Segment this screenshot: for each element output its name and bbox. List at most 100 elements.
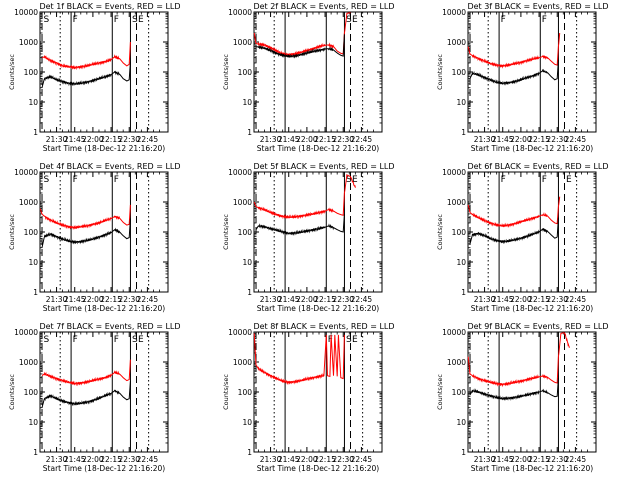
y-tick-label: 100 — [24, 68, 39, 77]
x-axis-label: Start Time (18-Dec-12 21:16:20) — [43, 144, 165, 153]
x-tick-label: 22:30 — [118, 455, 140, 464]
y-axis-label: Counts/sec — [222, 54, 230, 90]
time-marker-label: F — [114, 15, 119, 25]
y-tick-label: 100 — [238, 68, 253, 77]
events-series-line — [41, 61, 131, 88]
time-marker-label: E — [138, 15, 144, 25]
y-tick-label: 100 — [452, 228, 467, 237]
lld-series-line — [467, 32, 561, 69]
detector-panel: Det 7f BLACK = Events, RED = LLD 1 10 100 10… — [8, 322, 181, 473]
x-tick-label: 22:00 — [82, 135, 104, 144]
y-tick-label: 10000 — [442, 328, 466, 337]
time-marker-label: S — [44, 335, 50, 345]
x-tick-label: 22:00 — [296, 455, 318, 464]
y-tick-label: 1 — [461, 128, 466, 137]
x-tick-label: 22:45 — [137, 135, 159, 144]
x-tick-label: 22:45 — [565, 295, 587, 304]
lld-series-line — [39, 204, 131, 231]
y-tick-label: 1 — [461, 288, 466, 297]
lld-series-line — [467, 332, 570, 388]
x-tick-label: 22:15 — [100, 455, 122, 464]
events-series-line — [41, 381, 131, 408]
time-marker-label: F — [73, 175, 78, 185]
y-tick-label: 10 — [28, 418, 38, 427]
time-marker-label: S — [346, 175, 352, 185]
y-tick-label: 1 — [461, 448, 466, 457]
x-tick-label: 21:45 — [492, 295, 514, 304]
y-tick-label: 10 — [456, 98, 466, 107]
time-marker-label: S — [346, 15, 352, 25]
lld-series-line — [41, 359, 131, 387]
y-tick-label: 10000 — [14, 168, 38, 177]
time-marker-label: F — [542, 15, 547, 25]
time-marker-label: F — [73, 335, 78, 345]
x-tick-label: 21:30 — [46, 295, 68, 304]
y-tick-label: 10 — [242, 98, 252, 107]
y-tick-label: 1000 — [19, 198, 38, 207]
x-tick-label: 22:30 — [118, 135, 140, 144]
x-tick-label: 22:45 — [137, 295, 159, 304]
time-marker-label: F — [501, 15, 506, 25]
events-series-line — [41, 218, 131, 248]
x-axis-label: Start Time (18-Dec-12 21:16:20) — [43, 304, 165, 313]
time-marker-label: F — [542, 175, 547, 185]
time-marker-label: S — [346, 335, 352, 345]
x-tick-label: 21:30 — [474, 135, 496, 144]
lld-series-line — [41, 41, 131, 71]
x-tick-label: 22:30 — [118, 295, 140, 304]
lld-series-line — [467, 196, 561, 228]
x-tick-label: 22:45 — [351, 295, 373, 304]
x-tick-label: 22:00 — [296, 295, 318, 304]
x-tick-label: 22:00 — [510, 295, 532, 304]
y-tick-label: 100 — [238, 388, 253, 397]
x-tick-label: 22:45 — [565, 455, 587, 464]
x-tick-label: 21:30 — [46, 135, 68, 144]
detector-panel: Det 5f BLACK = Events, RED = LLD 1 10 100 10… — [222, 162, 395, 313]
x-tick-label: 21:30 — [46, 455, 68, 464]
y-tick-label: 10 — [242, 418, 252, 427]
time-marker-label: S — [44, 175, 50, 185]
detector-panel: Det 3f BLACK = Events, RED = LLD 1 10 100 10… — [436, 2, 609, 153]
y-tick-label: 10000 — [442, 168, 466, 177]
y-axis-label: Counts/sec — [8, 54, 16, 90]
y-tick-label: 1000 — [447, 198, 466, 207]
y-axis-label: Counts/sec — [8, 214, 16, 250]
x-axis-label: Start Time (18-Dec-12 21:16:20) — [43, 464, 165, 473]
x-tick-label: 22:45 — [351, 455, 373, 464]
y-tick-label: 10000 — [228, 328, 252, 337]
x-tick-label: 21:45 — [278, 455, 300, 464]
y-tick-label: 100 — [452, 68, 467, 77]
time-marker-label: F — [73, 15, 78, 25]
x-tick-label: 22:15 — [314, 135, 336, 144]
y-tick-label: 10000 — [14, 8, 38, 17]
y-tick-label: 100 — [24, 228, 39, 237]
detector-panel: Det 8f BLACK = Events, RED = LLD 1 10 100 10… — [222, 322, 395, 473]
x-tick-label: 21:45 — [278, 295, 300, 304]
detector-panel: Det 2f BLACK = Events, RED = LLD 1 10 100 10… — [222, 2, 395, 153]
x-tick-label: 21:45 — [64, 135, 86, 144]
y-tick-label: 10 — [456, 258, 466, 267]
x-tick-label: 21:45 — [278, 135, 300, 144]
y-tick-label: 1 — [247, 288, 252, 297]
x-tick-label: 22:15 — [528, 295, 550, 304]
x-tick-label: 21:45 — [64, 295, 86, 304]
x-tick-label: 22:30 — [332, 455, 354, 464]
panel-title: Det 9f BLACK = Events, RED = LLD — [467, 322, 608, 331]
x-tick-label: 22:00 — [82, 455, 104, 464]
events-series-line — [469, 377, 559, 401]
x-tick-label: 22:15 — [528, 455, 550, 464]
detector-panel: Det 9f BLACK = Events, RED = LLD 1 10 100 10… — [436, 322, 609, 473]
time-marker-label: E — [352, 335, 358, 345]
x-tick-label: 22:30 — [332, 135, 354, 144]
y-tick-label: 1 — [33, 288, 38, 297]
time-marker-label: S — [44, 15, 50, 25]
x-tick-label: 22:30 — [546, 295, 568, 304]
y-tick-label: 1 — [33, 448, 38, 457]
panel-title: Det 8f BLACK = Events, RED = LLD — [253, 322, 394, 331]
y-tick-label: 10 — [28, 258, 38, 267]
time-marker-label: F — [328, 335, 333, 345]
events-series-line — [255, 213, 345, 236]
y-tick-label: 1 — [247, 128, 252, 137]
